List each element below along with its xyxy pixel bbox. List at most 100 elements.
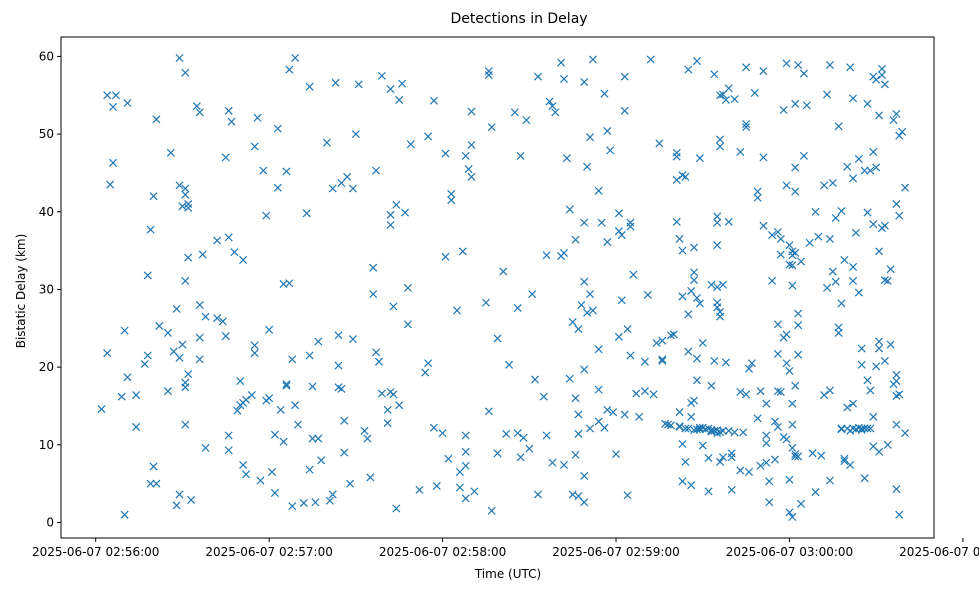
data-point-marker (794, 452, 803, 461)
data-point-marker (684, 347, 693, 356)
data-point-marker (736, 387, 745, 396)
data-point-marker (895, 390, 904, 399)
data-point-marker (282, 381, 291, 390)
data-point-marker (681, 424, 690, 433)
y-axis-label: Bistatic Delay (km) (14, 234, 28, 349)
data-point-marker (666, 421, 675, 430)
data-point-marker (461, 494, 470, 503)
data-point-marker (782, 359, 791, 368)
data-point-marker (438, 429, 447, 438)
data-point-marker (611, 450, 621, 459)
data-point-marker (788, 513, 797, 522)
data-point-marker (354, 80, 363, 89)
data-point-marker (684, 424, 693, 433)
data-point-marker (198, 250, 207, 259)
x-tick-label: 2025-06-07 02:58:00 (379, 545, 506, 559)
data-point-marker (395, 401, 404, 410)
data-point-marker (678, 292, 687, 301)
data-point-marker (348, 184, 357, 193)
data-point-marker (739, 428, 748, 437)
data-point-marker (294, 420, 303, 429)
data-point-marker (750, 88, 759, 97)
data-point-marker (672, 148, 681, 157)
data-point-marker (531, 375, 540, 384)
data-point-marker (421, 368, 430, 377)
data-point-marker (713, 303, 722, 312)
data-point-marker (721, 358, 730, 367)
data-point-marker (785, 241, 794, 250)
data-point-marker (756, 387, 765, 396)
data-point-marker (270, 488, 279, 497)
data-point-marker (776, 387, 785, 396)
data-point-marker (785, 508, 794, 517)
data-point-marker (678, 246, 687, 255)
plot-area-frame (60, 36, 935, 539)
data-point-marker (588, 306, 597, 315)
data-point-marker (328, 184, 337, 193)
data-point-marker (453, 306, 462, 315)
data-point-marker (843, 162, 852, 171)
data-point-marker (239, 460, 248, 470)
data-point-marker (704, 487, 713, 496)
data-point-marker (765, 498, 774, 507)
data-point-marker (773, 320, 782, 329)
data-point-marker (797, 257, 806, 266)
data-point-marker (707, 427, 716, 436)
data-point-marker (383, 419, 392, 428)
data-point-marker (346, 479, 355, 488)
data-point-marker (374, 357, 384, 366)
data-point-marker (265, 325, 274, 334)
data-point-marker (846, 63, 855, 72)
data-point-marker (270, 430, 279, 439)
data-point-marker (828, 267, 837, 276)
data-point-marker (872, 362, 881, 371)
data-point-marker (666, 331, 675, 340)
data-point-marker (201, 443, 210, 452)
data-point-marker (895, 131, 904, 140)
data-point-marker (360, 426, 369, 435)
data-point-marker (331, 78, 340, 87)
data-point-marker (831, 213, 840, 223)
data-point-marker (600, 89, 609, 98)
data-point-marker (175, 181, 184, 190)
data-point-marker (233, 406, 242, 415)
data-point-marker (175, 490, 184, 499)
data-point-marker (695, 154, 704, 163)
data-point-marker (505, 360, 514, 369)
data-point-marker (880, 80, 889, 89)
data-point-marker (880, 221, 889, 230)
x-axis-label: Time (UTC) (474, 567, 541, 581)
data-point-marker (614, 332, 623, 341)
data-point-marker (314, 434, 323, 443)
data-point-marker (791, 381, 800, 390)
data-point-marker (146, 225, 155, 234)
data-point-marker (678, 477, 687, 486)
x-tick-label: 2025-06-07 03:01:00 (899, 545, 979, 559)
data-point-marker (580, 218, 589, 227)
data-point-marker (106, 180, 115, 189)
data-point-marker (548, 102, 557, 111)
data-point-marker (562, 154, 571, 163)
data-point-marker (109, 158, 118, 167)
data-point-marker (484, 67, 493, 76)
data-point-marker (533, 490, 542, 499)
data-point-marker (481, 298, 490, 307)
data-point-marker (340, 448, 349, 457)
data-point-marker (857, 360, 866, 369)
data-point-marker (820, 391, 829, 400)
data-point-marker (744, 467, 754, 477)
data-point-marker (837, 206, 846, 216)
data-point-marker (559, 74, 569, 83)
data-point-marker (614, 209, 623, 218)
data-point-marker (820, 181, 829, 190)
data-point-marker (594, 385, 603, 394)
data-point-marker (236, 377, 245, 386)
data-point-marker (224, 431, 233, 440)
data-point-marker (181, 276, 190, 285)
data-point-marker (467, 140, 476, 149)
data-point-marker (849, 174, 858, 183)
data-point-marker (762, 399, 771, 408)
data-point-marker (877, 64, 886, 73)
data-point-marker (788, 399, 797, 408)
